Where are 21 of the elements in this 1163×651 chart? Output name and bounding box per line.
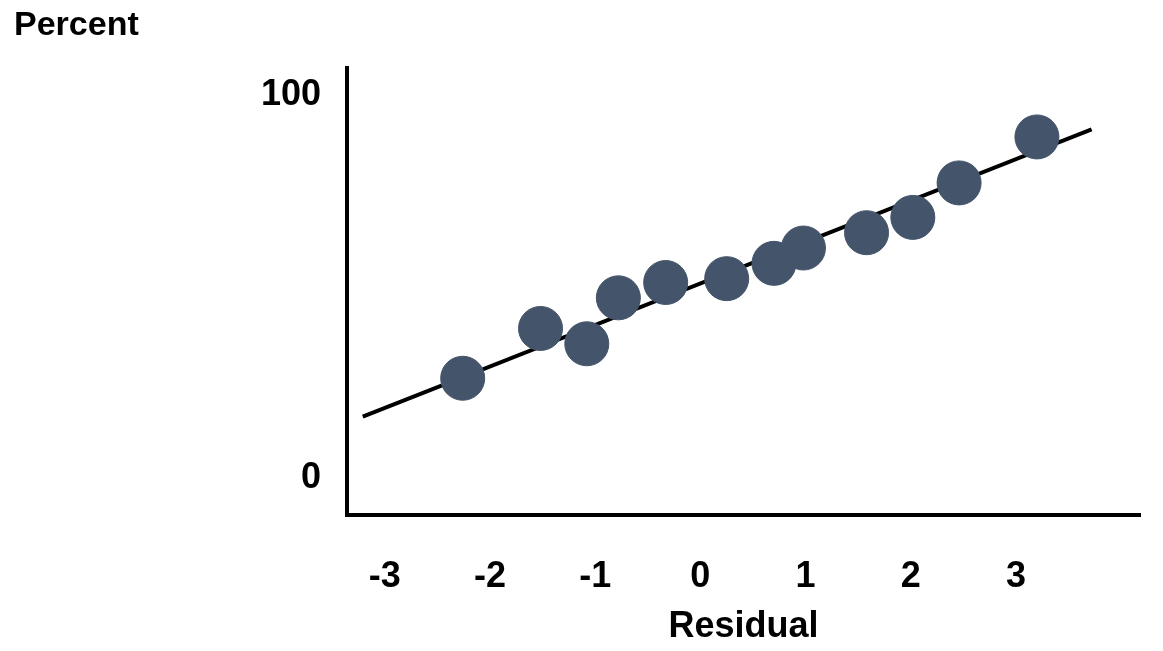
point xyxy=(844,210,890,256)
x-tick-label: -3 xyxy=(368,553,401,595)
point xyxy=(936,160,982,206)
point xyxy=(1014,114,1060,160)
y-tick-label: 100 xyxy=(260,71,321,113)
point xyxy=(704,256,750,302)
x-tick-label: 1 xyxy=(795,553,816,595)
y-axis-title: Percent xyxy=(14,4,139,43)
point xyxy=(890,194,936,240)
point xyxy=(440,355,486,401)
point xyxy=(564,321,610,367)
x-tick-label: 2 xyxy=(900,553,921,595)
point xyxy=(518,305,564,351)
point xyxy=(595,275,641,321)
point xyxy=(643,260,689,305)
x-tick-label: -1 xyxy=(579,553,612,595)
x-tick-label: 3 xyxy=(1005,553,1026,595)
point xyxy=(780,225,826,271)
x-axis-title: Residual xyxy=(668,604,819,646)
x-tick-label: -2 xyxy=(474,553,507,595)
x-tick-label: 0 xyxy=(690,553,711,595)
